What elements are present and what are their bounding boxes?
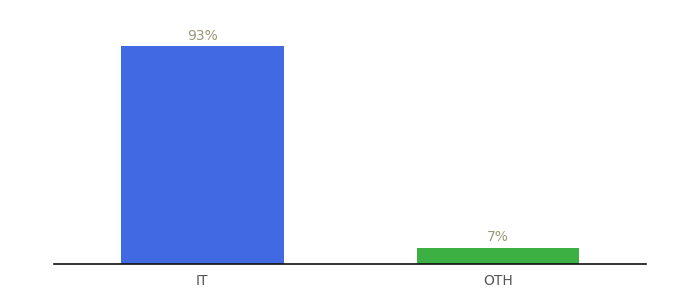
Text: 93%: 93% <box>187 29 218 43</box>
Bar <box>417 248 579 264</box>
Text: 7%: 7% <box>487 230 509 244</box>
Bar <box>121 46 284 264</box>
